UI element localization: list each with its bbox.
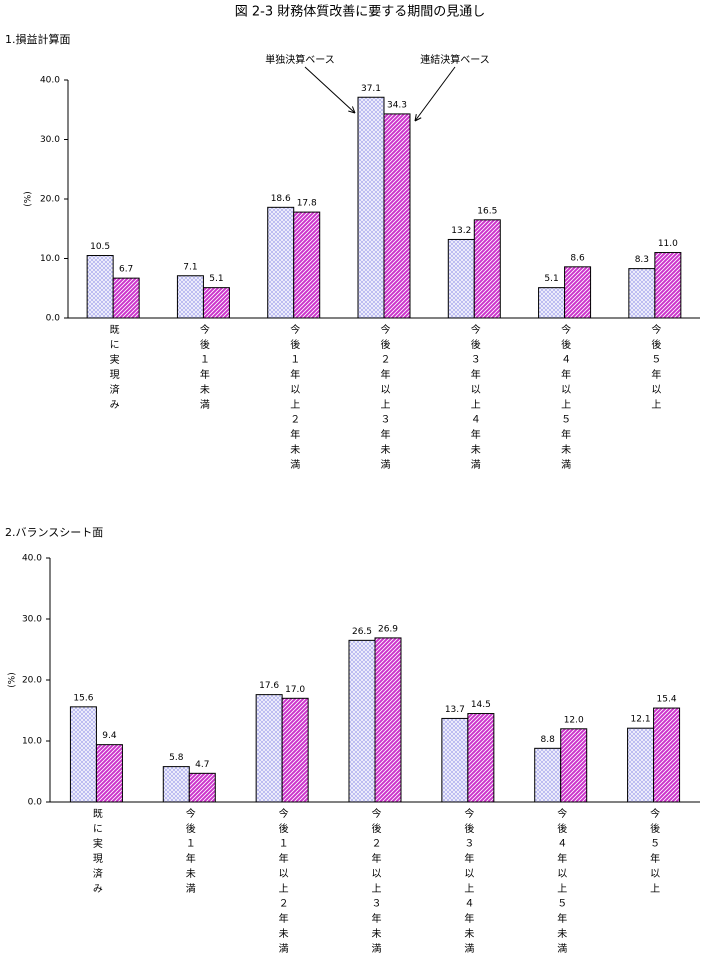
y-axis-label: (%) bbox=[8, 672, 18, 688]
x-tick-label: 今後３年以上４年未満 bbox=[468, 323, 480, 474]
x-tick-label: 今後４年以上５年未満 bbox=[559, 323, 571, 474]
data-label: 5.1 bbox=[209, 274, 223, 284]
data-label: 15.6 bbox=[73, 693, 93, 703]
bar bbox=[473, 219, 501, 319]
bar bbox=[69, 706, 97, 803]
bar bbox=[628, 268, 656, 319]
x-tick-label: 今後１年以上２年未満 bbox=[276, 807, 288, 958]
bar bbox=[267, 206, 295, 319]
data-label: 4.7 bbox=[195, 760, 209, 770]
data-label: 7.1 bbox=[183, 262, 197, 272]
series-label: 単独決算ベース bbox=[265, 53, 335, 66]
data-label: 10.5 bbox=[90, 242, 110, 252]
y-axis-label: (%) bbox=[24, 191, 34, 207]
data-label: 34.3 bbox=[387, 100, 407, 110]
callout-arrowhead bbox=[348, 106, 356, 114]
bar bbox=[467, 713, 495, 803]
y-tick-label: 40.0 bbox=[40, 76, 60, 86]
data-label: 13.2 bbox=[451, 226, 471, 236]
x-tick-label: 今後５年以上 bbox=[649, 323, 661, 414]
data-label: 11.0 bbox=[658, 239, 678, 249]
callout-arrow bbox=[414, 66, 456, 122]
y-tick-label: 30.0 bbox=[40, 135, 60, 145]
data-label: 9.4 bbox=[102, 731, 117, 741]
data-label: 26.5 bbox=[352, 627, 372, 637]
callout-arrow bbox=[304, 66, 356, 114]
bar bbox=[202, 287, 230, 319]
data-label: 5.8 bbox=[169, 753, 184, 763]
bar bbox=[188, 772, 216, 803]
bar bbox=[447, 238, 475, 319]
callout-arrowhead bbox=[414, 114, 422, 122]
x-tick-label: 今後２年以上３年未満 bbox=[369, 807, 381, 958]
data-label: 6.7 bbox=[119, 265, 133, 275]
y-tick-label: 20.0 bbox=[40, 195, 60, 205]
bar bbox=[281, 697, 309, 803]
data-label: 14.5 bbox=[471, 700, 491, 710]
x-tick-label: 今後５年以上 bbox=[648, 807, 660, 898]
bar bbox=[255, 694, 283, 803]
bar bbox=[374, 637, 402, 803]
data-label: 17.0 bbox=[285, 685, 305, 695]
data-label: 18.6 bbox=[271, 194, 291, 204]
bar bbox=[441, 717, 469, 803]
x-tick-label: 今後１年以上２年未満 bbox=[288, 323, 300, 474]
data-label: 26.9 bbox=[378, 624, 398, 634]
bar bbox=[654, 252, 682, 319]
bar bbox=[627, 727, 655, 803]
x-tick-label: 既に実現済み bbox=[90, 808, 102, 898]
x-tick-label: 既に実現済み bbox=[107, 324, 119, 414]
bar bbox=[564, 266, 592, 319]
data-label: 5.1 bbox=[544, 274, 558, 284]
page-title: 図 2-3 財務体質改善に要する期間の見通し bbox=[235, 4, 486, 20]
y-tick-label: 20.0 bbox=[22, 676, 42, 686]
data-label: 37.1 bbox=[361, 84, 381, 94]
bar bbox=[162, 766, 190, 803]
y-tick-label: 0.0 bbox=[28, 798, 43, 808]
bar bbox=[86, 255, 114, 319]
y-tick-label: 30.0 bbox=[22, 615, 42, 625]
data-label: 8.8 bbox=[541, 735, 556, 745]
data-label: 17.8 bbox=[297, 199, 317, 209]
chart-title: 1.損益計算面 bbox=[5, 32, 71, 46]
x-tick-label: 今後４年以上５年未満 bbox=[555, 807, 567, 958]
x-tick-label: 今後３年以上４年未満 bbox=[462, 807, 474, 958]
bar bbox=[538, 287, 566, 319]
x-tick-label: 今後１年未満 bbox=[183, 807, 195, 898]
data-label: 15.4 bbox=[657, 695, 677, 705]
x-tick-label: 今後１年未満 bbox=[197, 323, 209, 414]
bar bbox=[653, 707, 681, 803]
bar bbox=[112, 277, 140, 319]
bar bbox=[348, 639, 376, 803]
bar bbox=[176, 275, 204, 319]
y-tick-label: 0.0 bbox=[46, 314, 61, 324]
data-label: 17.6 bbox=[259, 681, 279, 691]
x-tick-label: 今後２年以上３年未満 bbox=[378, 323, 390, 474]
bar bbox=[534, 747, 562, 803]
data-label: 16.5 bbox=[477, 206, 497, 216]
y-tick-label: 10.0 bbox=[22, 737, 42, 747]
data-label: 8.3 bbox=[635, 255, 649, 265]
bar bbox=[357, 96, 385, 319]
data-label: 13.7 bbox=[445, 705, 465, 715]
y-tick-label: 40.0 bbox=[22, 554, 42, 564]
y-tick-label: 10.0 bbox=[40, 254, 60, 264]
bar bbox=[95, 744, 123, 803]
chart-title: 2.バランスシート面 bbox=[5, 526, 103, 539]
bar bbox=[383, 113, 411, 319]
data-label: 12.1 bbox=[631, 715, 651, 725]
bar bbox=[560, 728, 588, 803]
bar bbox=[293, 211, 321, 319]
data-label: 12.0 bbox=[564, 715, 584, 725]
series-label: 連結決算ベース bbox=[420, 53, 490, 66]
data-label: 8.6 bbox=[570, 253, 585, 263]
